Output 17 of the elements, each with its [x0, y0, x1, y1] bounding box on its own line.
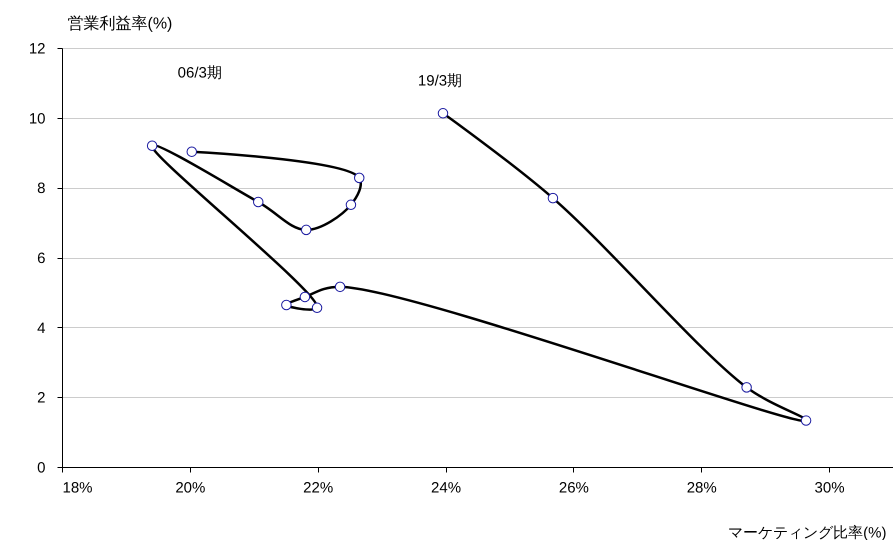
x-tick-label: 22% — [303, 480, 334, 496]
annotation: 06/3期 — [178, 64, 222, 82]
y-axis-title: 営業利益率(%) — [68, 14, 172, 32]
y-tick-label: 0 — [37, 460, 46, 476]
y-tick-label: 2 — [37, 390, 46, 407]
x-tick-label: 24% — [431, 480, 462, 496]
x-tick-label: 18% — [62, 480, 93, 496]
x-tick-label: 26% — [558, 480, 589, 496]
y-tick-label: 10 — [28, 110, 46, 128]
y-tick-label: 6 — [37, 250, 46, 267]
y-tick-label: 8 — [37, 180, 46, 198]
y-tick-label: 4 — [37, 320, 46, 337]
x-tick-label: 30% — [814, 480, 845, 496]
annotation: 19/3期 — [418, 72, 462, 90]
y-tick-label: 12 — [28, 40, 46, 58]
x-tick-label: 20% — [175, 480, 206, 496]
x-tick-label: 28% — [686, 480, 717, 496]
